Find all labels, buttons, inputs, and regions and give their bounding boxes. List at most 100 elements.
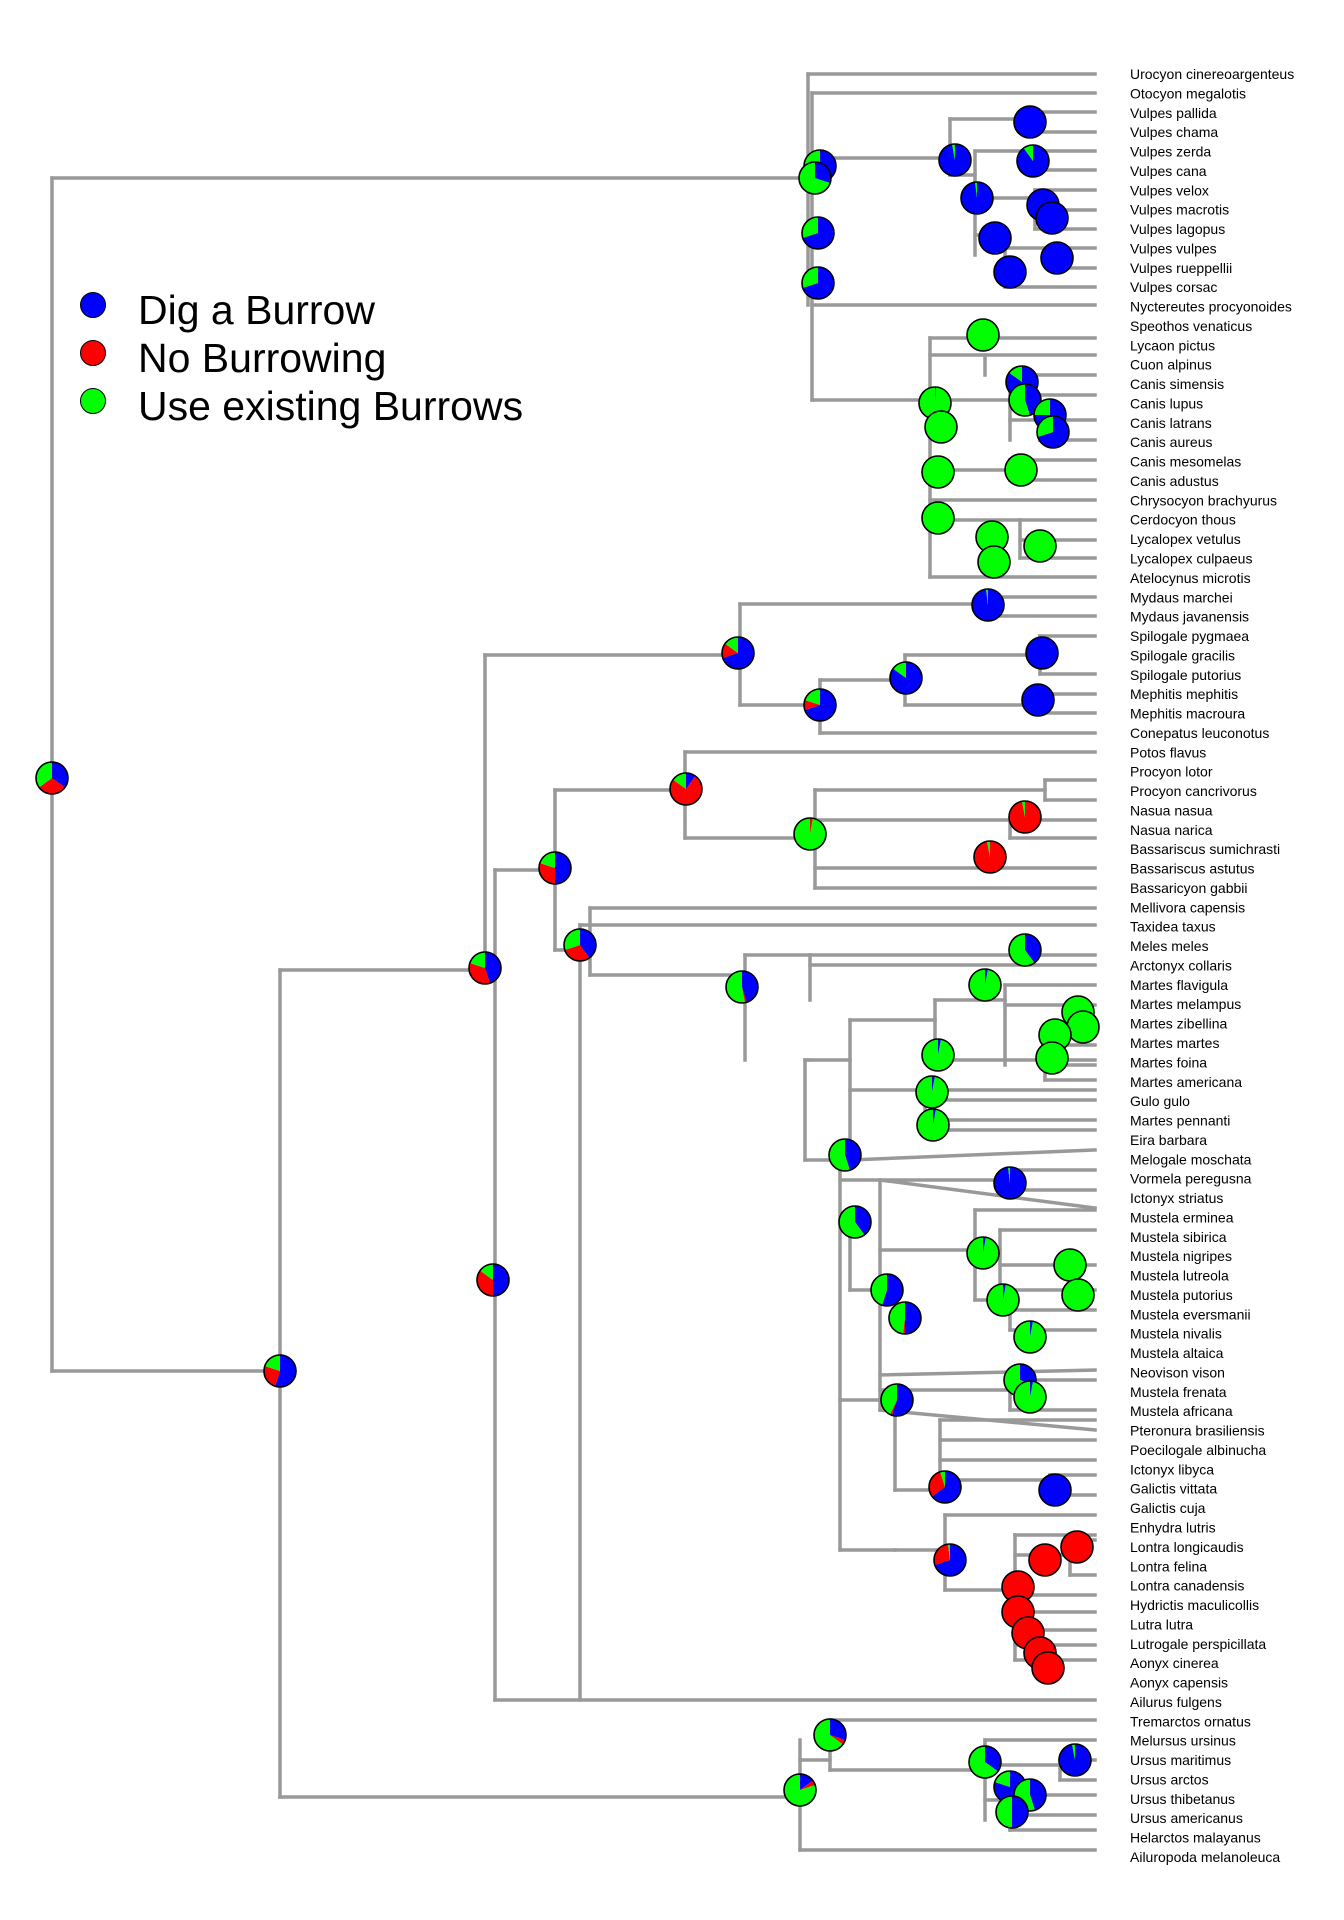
tip-label: Bassariscus astutus [1130, 861, 1255, 877]
node-pie [468, 951, 502, 985]
tip-label: Vormela peregusna [1130, 1171, 1252, 1187]
pie-slice [932, 1076, 935, 1092]
pie-slice [933, 1109, 936, 1125]
state-pie [798, 161, 832, 195]
state-pie [1060, 1530, 1094, 1564]
pie-slice [890, 662, 923, 694]
state-pie [1036, 415, 1070, 449]
tip-label: Martes americana [1130, 1074, 1242, 1090]
tip-label: Spilogale putorius [1130, 667, 1241, 683]
tip-label: Atelocynus microtis [1130, 570, 1251, 586]
pie-slice [1030, 1321, 1033, 1337]
tip-label: Mustela eversmanii [1130, 1306, 1251, 1322]
pie-slice [1020, 1364, 1036, 1385]
tip-label: Martes melampus [1130, 996, 1241, 1012]
pie-outline [1031, 1651, 1065, 1685]
pie-slice [264, 1355, 280, 1371]
pie-slice [902, 1318, 905, 1334]
pie-outline [921, 455, 955, 489]
pie-slice [969, 1746, 998, 1778]
pie-outline [1025, 636, 1059, 670]
pie-outline [801, 216, 835, 250]
pie-outline [880, 1383, 914, 1417]
state-pie [1013, 1380, 1047, 1414]
state-pie [1038, 1473, 1072, 1507]
tip-label: Vulpes velox [1130, 182, 1209, 198]
pie-slice [802, 217, 834, 249]
tip-label: Canis adustus [1130, 473, 1219, 489]
legend-label: No Burrowing [138, 335, 387, 381]
state-pie [966, 1236, 1000, 1270]
state-pie [938, 143, 972, 177]
tip-label: Mustela erminea [1130, 1209, 1234, 1225]
pie-outline [924, 410, 958, 444]
pie-slice [967, 319, 999, 351]
pie-slice [799, 162, 831, 194]
pie-slice [1025, 934, 1041, 963]
pie-slice [1022, 801, 1025, 817]
tip-label: Vulpes zerda [1130, 144, 1211, 160]
state-pie [921, 1038, 955, 1072]
pie-slice [580, 929, 596, 958]
tip-label: Potos flavus [1130, 744, 1206, 760]
pie-slice [987, 841, 990, 857]
tip-label: Chrysocyon brachyurus [1130, 492, 1277, 508]
state-pie [1023, 529, 1057, 563]
pie-slice [1024, 530, 1056, 562]
tip-label: Lutra lutra [1130, 1616, 1193, 1632]
pie-slice [686, 773, 696, 789]
pie-slice [1005, 454, 1037, 486]
pie-outline [1016, 144, 1050, 178]
tip-label: Canis latrans [1130, 415, 1212, 431]
pie-slice [979, 222, 1011, 254]
pie-slice [971, 589, 1004, 622]
pie-slice [985, 969, 988, 985]
pie-slice [1013, 1321, 1046, 1353]
tip-label: Procyon lotor [1130, 764, 1213, 780]
tip-label: Lontra canadensis [1130, 1578, 1244, 1594]
state-pie [801, 216, 835, 250]
tip-label: Lycalopex vetulus [1130, 531, 1241, 547]
tip-label: Bassaricyon gabbii [1130, 880, 1248, 896]
pie-outline [538, 851, 572, 885]
tip-label: Vulpes macrotis [1130, 202, 1229, 218]
pie-outline [476, 1263, 510, 1297]
pie-slice [929, 1471, 945, 1497]
tip-label: Melogale moschata [1130, 1151, 1252, 1167]
state-pie [916, 1108, 950, 1142]
state-pie [1061, 1278, 1095, 1312]
tip-label: Mustela frenata [1130, 1384, 1227, 1400]
tip-label: Vulpes rueppellii [1130, 260, 1232, 276]
pie-slice [915, 1076, 948, 1108]
state-pie [1008, 383, 1042, 417]
pie-slice [922, 502, 954, 534]
pie-outline [968, 968, 1002, 1002]
tip-label: Ailuropoda melanoleuca [1130, 1849, 1280, 1865]
tip-label: Ursus maritimus [1130, 1752, 1231, 1768]
tip-label: Martes pennanti [1130, 1113, 1230, 1129]
state-pie [1008, 933, 1042, 967]
state-pie [801, 266, 835, 300]
pie-slice [742, 987, 747, 1003]
pie-outline [888, 1301, 922, 1335]
pie-slice [881, 1384, 897, 1415]
pie-outline [933, 1543, 967, 1577]
pie-slice [1030, 1779, 1046, 1811]
tip-label: Mustela putorius [1130, 1287, 1233, 1303]
tip-label: Ursus arctos [1130, 1771, 1209, 1787]
pie-outline [798, 161, 832, 195]
pie-slice [985, 589, 988, 605]
branch [878, 1178, 1097, 1210]
pie-outline [978, 221, 1012, 255]
state-pie [813, 1718, 847, 1752]
state-pie [1021, 683, 1055, 717]
pie-slice [994, 256, 1026, 288]
tip-label: Conepatus leuconotus [1130, 725, 1269, 741]
pie-slice [922, 456, 954, 488]
pie-slice [1008, 801, 1041, 834]
pie-outline [1013, 1778, 1047, 1812]
state-pie [1008, 800, 1042, 834]
tip-label: Lycaon pictus [1130, 337, 1215, 353]
pie-outline [793, 817, 827, 851]
pie-slice [1022, 684, 1054, 716]
